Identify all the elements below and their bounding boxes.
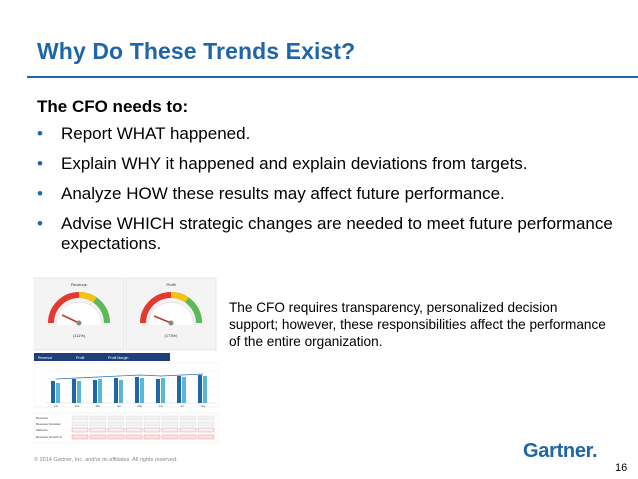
chart-bar (177, 376, 181, 403)
table-cell (161, 434, 179, 440)
bullet-marker: • (37, 124, 43, 143)
chart-bar (56, 383, 60, 403)
bar-chart: Jan Feb Mar Apr May Jun Jul Aug (34, 362, 219, 408)
table-cell (197, 415, 215, 421)
gauge-title: Revenue (71, 282, 88, 287)
table-cell (143, 415, 161, 421)
chart-bar (72, 379, 76, 403)
chart-bar (156, 379, 160, 403)
chart-bar (182, 377, 186, 403)
table-cell (125, 434, 143, 440)
bullet-item: • Explain WHY it happened and explain dev… (37, 154, 627, 174)
table-cell (71, 415, 89, 421)
chart-tick-label: Apr (117, 404, 121, 408)
chart-bar (77, 381, 81, 403)
page-number: 16 (615, 462, 628, 474)
title-divider (27, 76, 638, 78)
table-cell (71, 434, 89, 440)
logo-text: Gartner (523, 440, 593, 462)
bullet-list: • Report WHAT happened. • Explain WHY it h… (37, 124, 627, 264)
table-cell (197, 427, 215, 433)
table-cell (89, 434, 107, 440)
table-cell (125, 421, 143, 427)
gauge-value: (111%) (73, 333, 86, 338)
chart-tick-label: Aug (201, 404, 206, 408)
bullet-item: • Report WHAT happened. (37, 124, 627, 144)
table-cell (161, 421, 179, 427)
table-cell (179, 434, 197, 440)
table-cell (143, 434, 161, 440)
chart-bar (98, 379, 102, 403)
revenue-gauge: Revenue (111%) (34, 277, 125, 351)
dashboard-tabs: Revenue Profit Profit Margin (34, 353, 170, 361)
slide-title: Why Do These Trends Exist? (37, 38, 356, 64)
bullet-text: Analyze HOW these results may affect fut… (61, 184, 505, 203)
profit-gauge: Profit (173%) (125, 277, 217, 351)
table-cell (161, 415, 179, 421)
table-cell (89, 415, 107, 421)
table-cell (197, 434, 215, 440)
chart-bar (135, 377, 139, 403)
table-cell (197, 421, 215, 427)
table-cell (179, 421, 197, 427)
bullet-text: Report WHAT happened. (61, 124, 251, 143)
chart-bar (114, 378, 118, 403)
gartner-logo: Gartner. (523, 440, 598, 463)
bullet-text: Explain WHY it happened and explain devi… (61, 154, 528, 173)
table-row-label: Variance (36, 428, 48, 432)
table-cell (179, 427, 197, 433)
bullet-item: • Advise WHICH strategic changes are need… (37, 214, 627, 254)
table-cell (107, 434, 125, 440)
bullet-marker: • (37, 154, 43, 173)
dashboard-image: Revenue (111%) Profit (173%) Revenue Pro… (34, 275, 219, 445)
chart-tick-label: Jun (159, 404, 164, 408)
chart-tick-label: Mar (96, 404, 101, 408)
table-cell (89, 427, 107, 433)
table-cell (71, 421, 89, 427)
chart-tick-label: Feb (75, 404, 80, 408)
bullets-heading: The CFO needs to: (37, 97, 189, 116)
tab-label: Revenue (38, 356, 52, 360)
table-cell (107, 415, 125, 421)
tab-label: Profit (76, 356, 84, 360)
data-table: Revenue Revenue Forecast Variance Revenu… (34, 412, 219, 444)
chart-tick-label: Jul (180, 404, 184, 408)
bullet-marker: • (37, 184, 43, 203)
gauge-title: Profit (166, 282, 176, 287)
chart-bar (198, 375, 202, 403)
table-row-label: Revenue (36, 416, 48, 420)
table-cell (143, 421, 161, 427)
tab-label: Profit Margin (108, 356, 128, 360)
chart-tick-label: Jan (54, 404, 59, 408)
chart-bar (119, 380, 123, 403)
table-row-label: Revenue Forecast (36, 422, 61, 426)
table-cell (71, 427, 89, 433)
logo-dot: . (592, 440, 598, 462)
callout-text: The CFO requires transparency, personali… (229, 300, 606, 349)
chart-tick-label: May (138, 404, 144, 408)
bullet-item: • Analyze HOW these results may affect fu… (37, 184, 627, 204)
table-cell (179, 415, 197, 421)
table-cell (107, 421, 125, 427)
chart-bar (51, 381, 55, 403)
chart-bar (161, 378, 165, 403)
table-cell (161, 427, 179, 433)
chart-bar (93, 380, 97, 403)
chart-bar (203, 376, 207, 403)
table-cell (143, 427, 161, 433)
copyright-notice: © 2014 Gartner, Inc. and/or its affiliat… (34, 457, 178, 463)
chart-bar (140, 378, 144, 403)
table-row-label: Revenue Growth % (36, 435, 62, 439)
bullet-text: Advise WHICH strategic changes are neede… (61, 214, 613, 253)
table-cell (125, 415, 143, 421)
table-cell (107, 427, 125, 433)
gauge-value: (173%) (165, 333, 179, 338)
table-cell (89, 421, 107, 427)
table-cell (125, 427, 143, 433)
bullet-marker: • (37, 214, 43, 233)
